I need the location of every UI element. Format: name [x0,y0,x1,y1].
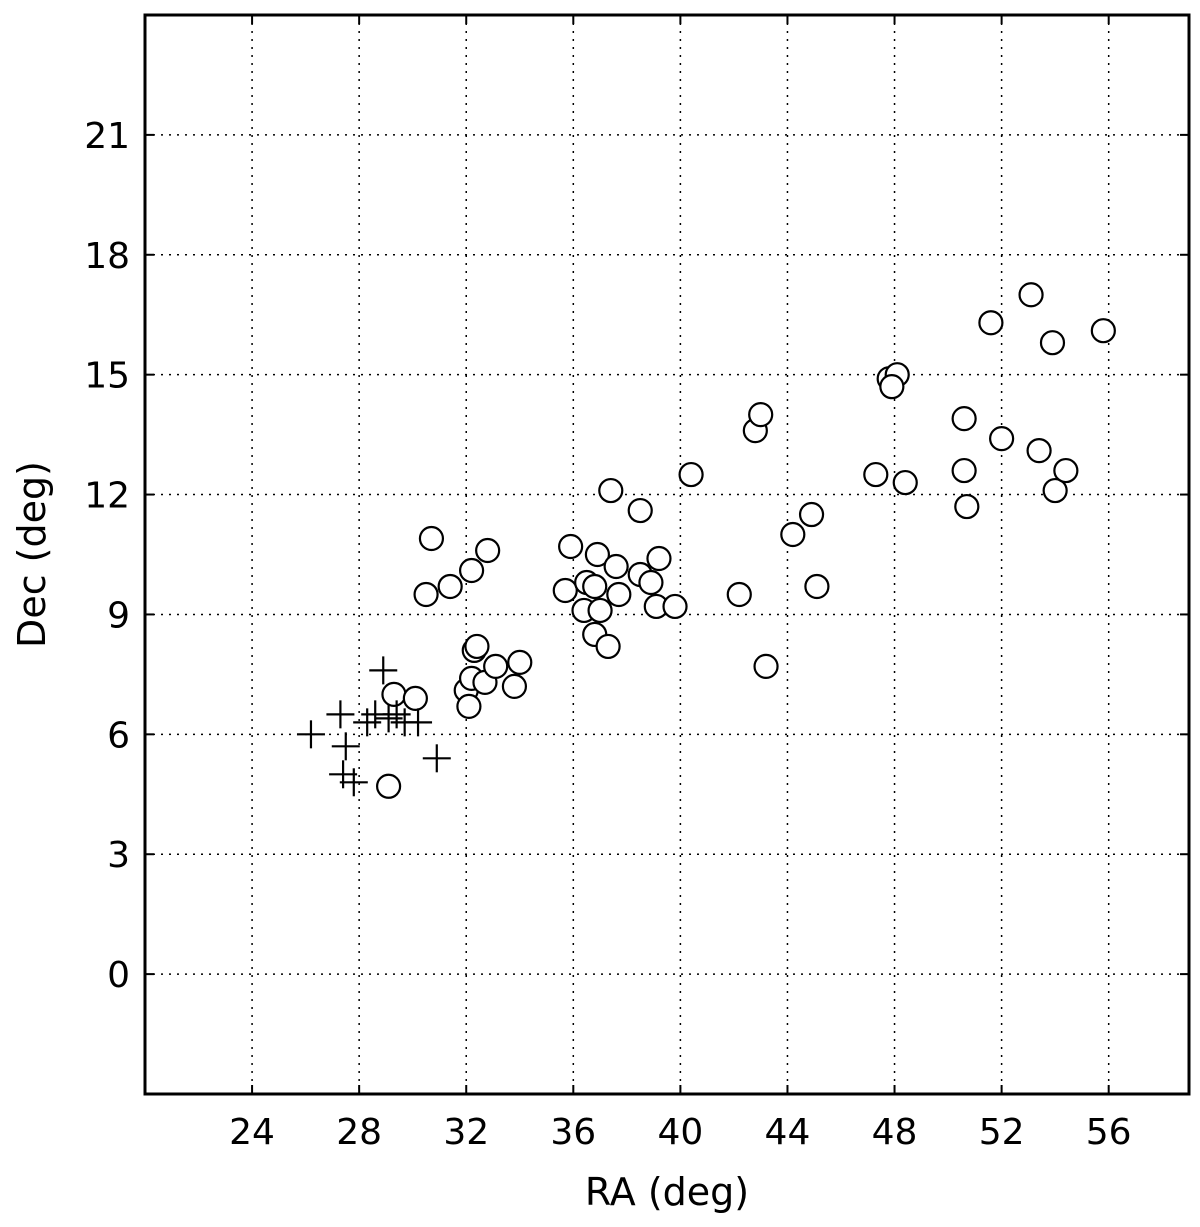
circle-point [1042,477,1068,504]
circle-point [1053,457,1079,484]
circle-point [863,461,889,488]
circle-point [456,693,482,719]
data-points [296,282,1116,799]
plus-point [369,656,398,685]
plus-point [296,720,325,749]
circle-point [507,649,533,676]
circle-point [501,673,528,699]
plus-point [329,760,358,789]
x-tick-label: 56 [1086,1112,1132,1153]
y-tick-label: 18 [84,236,130,277]
circle-point [598,477,624,504]
circle-point [1090,318,1116,344]
circle-point [1026,437,1052,464]
plot-frame [143,13,1191,1096]
y-tick-label: 0 [107,955,130,996]
circle-point [638,569,664,596]
plus-point [382,700,411,729]
circle-point [879,374,905,400]
y-tick-label: 21 [84,116,130,157]
plus-point [374,704,403,733]
plus-point [339,768,368,797]
circle-point [989,426,1015,452]
circle-point [464,633,490,660]
plus-point [326,700,355,729]
circle-point [475,537,501,564]
circle-point [558,533,584,560]
circle-point [381,681,407,707]
x-tick-label: 28 [336,1112,382,1153]
circle-point [402,685,428,711]
plus-point [422,744,451,773]
circle-point [951,457,977,484]
y-tick-label: 3 [107,835,130,876]
x-tick-label: 44 [765,1112,811,1153]
circle-point [603,553,629,580]
circle-point [978,310,1004,336]
y-ticks: 0 3 6 9 12 15 18 21 [84,116,1189,996]
circle-point [483,653,509,679]
y-axis-label: Dec (deg) [10,461,54,648]
circle-point [627,497,653,524]
circle-point [1018,282,1044,308]
circle-point [804,573,830,600]
x-tick-label: 48 [872,1112,918,1153]
circle-point [587,597,613,624]
circle-point [662,593,688,620]
circle-point [437,573,463,600]
circle-point [726,581,752,608]
x-tick-label: 32 [443,1112,489,1153]
x-tick-label: 24 [229,1112,275,1153]
circle-point [606,581,632,608]
circle-point [1039,330,1066,356]
circle-point [798,501,825,528]
circle-point [780,521,806,548]
circle-point [376,773,402,799]
circle-point [892,469,918,496]
circle-point [458,557,485,584]
circle-point [418,525,445,552]
plus-point [353,708,382,737]
circle-point [552,577,578,604]
plus-point [404,708,433,737]
circle-point [678,461,704,488]
x-tick-label: 40 [657,1112,703,1153]
x-ticks: 24 28 32 36 40 44 48 52 56 [229,15,1132,1153]
circle-point [584,541,611,568]
circle-point [951,406,977,432]
x-tick-label: 52 [979,1112,1025,1153]
y-tick-label: 9 [107,595,130,636]
circle-point [582,573,608,600]
y-tick-label: 12 [84,476,130,517]
circle-point [954,493,980,520]
circle-point [413,581,439,608]
y-tick-label: 6 [107,715,130,756]
plus-point [331,732,360,761]
circle-point [748,402,774,428]
x-tick-label: 36 [550,1112,596,1153]
circle-point [646,545,672,572]
circle-point [753,653,779,679]
y-tick-label: 15 [84,356,130,397]
x-axis-label: RA (deg) [585,1170,749,1214]
circle-point [595,633,621,660]
